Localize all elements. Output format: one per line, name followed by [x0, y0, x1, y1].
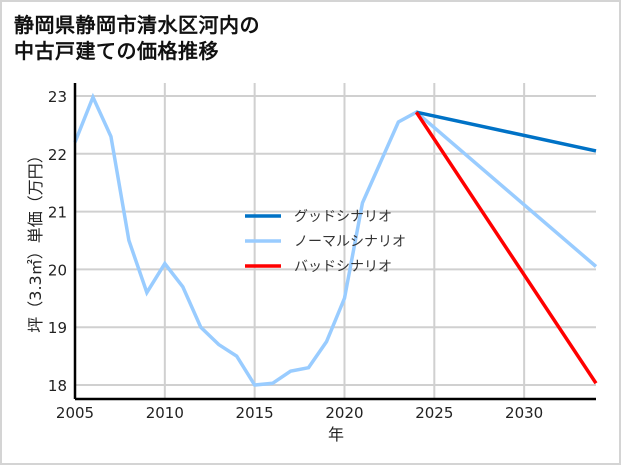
- chart-title-line1: 静岡県静岡市清水区河内の: [14, 13, 260, 37]
- y-tick-label: 20: [48, 261, 67, 279]
- chart-title: 静岡県静岡市清水区河内の 中古戸建ての価格推移: [14, 12, 260, 64]
- x-tick-label: 2015: [236, 404, 274, 422]
- series-line-good: [415, 110, 597, 153]
- chart-title-line2: 中古戸建ての価格推移: [14, 39, 219, 63]
- series-line-bad: [414, 111, 598, 385]
- y-tick-label: 22: [48, 146, 67, 164]
- x-axis-label: 年: [328, 425, 344, 444]
- y-tick-label: 19: [48, 319, 67, 337]
- legend-label: バッドシナリオ: [294, 259, 392, 275]
- y-tick-label: 18: [48, 377, 67, 395]
- x-tick-label: 2010: [146, 404, 184, 422]
- tick-labels: 18 19 20 21 22 23 2005 2010 2015 2020 2025 2030: [48, 88, 543, 422]
- data-series: [73, 92, 598, 387]
- legend-label: ノーマルシナリオ: [294, 234, 406, 250]
- x-tick-label: 2005: [56, 404, 94, 422]
- y-tick-label: 23: [48, 88, 67, 106]
- x-tick-label: 2025: [415, 404, 453, 422]
- x-tick-label: 2030: [505, 404, 543, 422]
- y-axis-label: 坪（3.3㎡）単価（万円）: [26, 147, 45, 332]
- series-line-normal: [73, 92, 598, 387]
- axes: [73, 83, 596, 401]
- x-tick-label: 2020: [325, 404, 363, 422]
- legend-label: グッドシナリオ: [294, 209, 392, 225]
- y-tick-label: 21: [48, 204, 67, 222]
